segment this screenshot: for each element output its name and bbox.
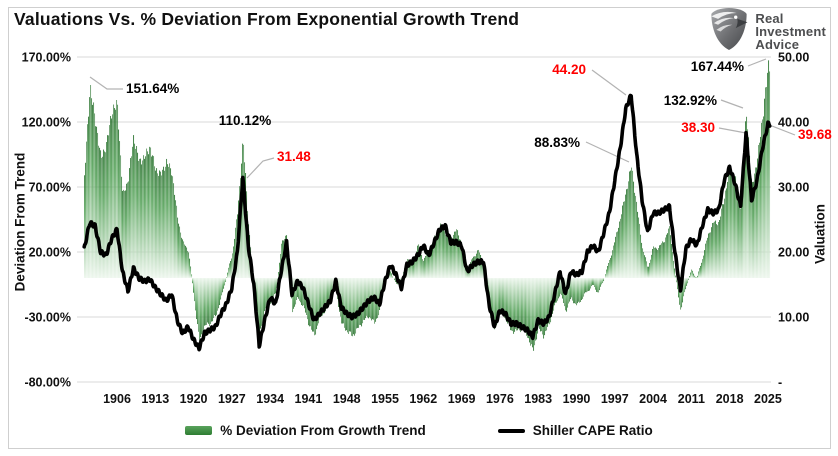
svg-text:-30.00%: -30.00% — [24, 311, 71, 325]
svg-text:31.48: 31.48 — [277, 149, 311, 164]
svg-text:1976: 1976 — [486, 392, 514, 406]
legend: % Deviation From Growth Trend Shiller CA… — [0, 423, 838, 438]
svg-text:1934: 1934 — [256, 392, 284, 406]
svg-text:1990: 1990 — [563, 392, 591, 406]
svg-text:1955: 1955 — [371, 392, 399, 406]
svg-text:110.12%: 110.12% — [219, 113, 272, 128]
svg-text:1962: 1962 — [409, 392, 437, 406]
svg-text:120.00%: 120.00% — [22, 116, 71, 130]
svg-text:50.00: 50.00 — [778, 51, 809, 65]
black-line-swatch-icon — [497, 428, 525, 433]
left-axis-title: Deviation From Trend — [12, 152, 28, 292]
legend-label-deviation: % Deviation From Growth Trend — [220, 423, 426, 438]
brand-logo: Real Investment Advice — [708, 6, 826, 57]
svg-text:-80.00%: -80.00% — [24, 376, 71, 390]
svg-text:1920: 1920 — [180, 392, 208, 406]
cape-line-series — [82, 93, 772, 352]
brand-line-1: Real — [755, 11, 784, 26]
brand-name: Real Investment Advice — [755, 12, 826, 51]
brand-line-2: Investment — [755, 24, 826, 39]
svg-text:30.00: 30.00 — [778, 181, 809, 195]
svg-text:2018: 2018 — [716, 392, 744, 406]
svg-text:167.44%: 167.44% — [691, 59, 744, 74]
svg-text:2025: 2025 — [754, 392, 782, 406]
svg-text:38.30: 38.30 — [681, 120, 715, 135]
svg-text:151.64%: 151.64% — [126, 81, 179, 96]
svg-text:20.00%: 20.00% — [29, 246, 71, 260]
svg-text:40.00: 40.00 — [778, 116, 809, 130]
svg-text:10.00: 10.00 — [778, 311, 809, 325]
svg-text:1941: 1941 — [295, 392, 323, 406]
legend-label-cape: Shiller CAPE Ratio — [532, 423, 653, 438]
svg-text:2011: 2011 — [678, 392, 705, 406]
annotation-leader-lines — [89, 58, 796, 179]
svg-text:132.92%: 132.92% — [664, 93, 717, 108]
annotation-labels: 151.64% 110.12% 31.48 44.20 88.83% 167.44% 132… — [126, 59, 832, 164]
right-axis-title: Valuation — [812, 203, 828, 265]
svg-text:1969: 1969 — [448, 392, 476, 406]
svg-text:170.00%: 170.00% — [22, 51, 71, 65]
axis-tick-labels: 170.00% 120.00% 70.00% 20.00% -30.00% -80.00%… — [22, 51, 810, 407]
svg-text:1913: 1913 — [141, 392, 169, 406]
svg-text:1906: 1906 — [103, 392, 131, 406]
svg-text:88.83%: 88.83% — [534, 135, 580, 150]
green-area-swatch-icon — [185, 426, 213, 435]
legend-item-deviation: % Deviation From Growth Trend — [185, 423, 426, 438]
brand-line-3: Advice — [755, 37, 800, 52]
svg-text:1948: 1948 — [333, 392, 361, 406]
eagle-logo-icon — [708, 6, 750, 57]
svg-text:20.00: 20.00 — [778, 246, 809, 260]
svg-text:-: - — [778, 376, 782, 390]
svg-text:1997: 1997 — [601, 392, 629, 406]
svg-text:39.68: 39.68 — [798, 127, 832, 142]
svg-text:1927: 1927 — [218, 392, 246, 406]
chart-title: Valuations Vs. % Deviation From Exponent… — [14, 9, 520, 29]
svg-text:44.20: 44.20 — [552, 62, 586, 77]
legend-item-cape: Shiller CAPE Ratio — [497, 423, 653, 438]
svg-text:1983: 1983 — [524, 392, 552, 406]
svg-text:70.00%: 70.00% — [29, 181, 71, 195]
svg-text:2004: 2004 — [639, 392, 667, 406]
chart-frame — [8, 7, 831, 449]
